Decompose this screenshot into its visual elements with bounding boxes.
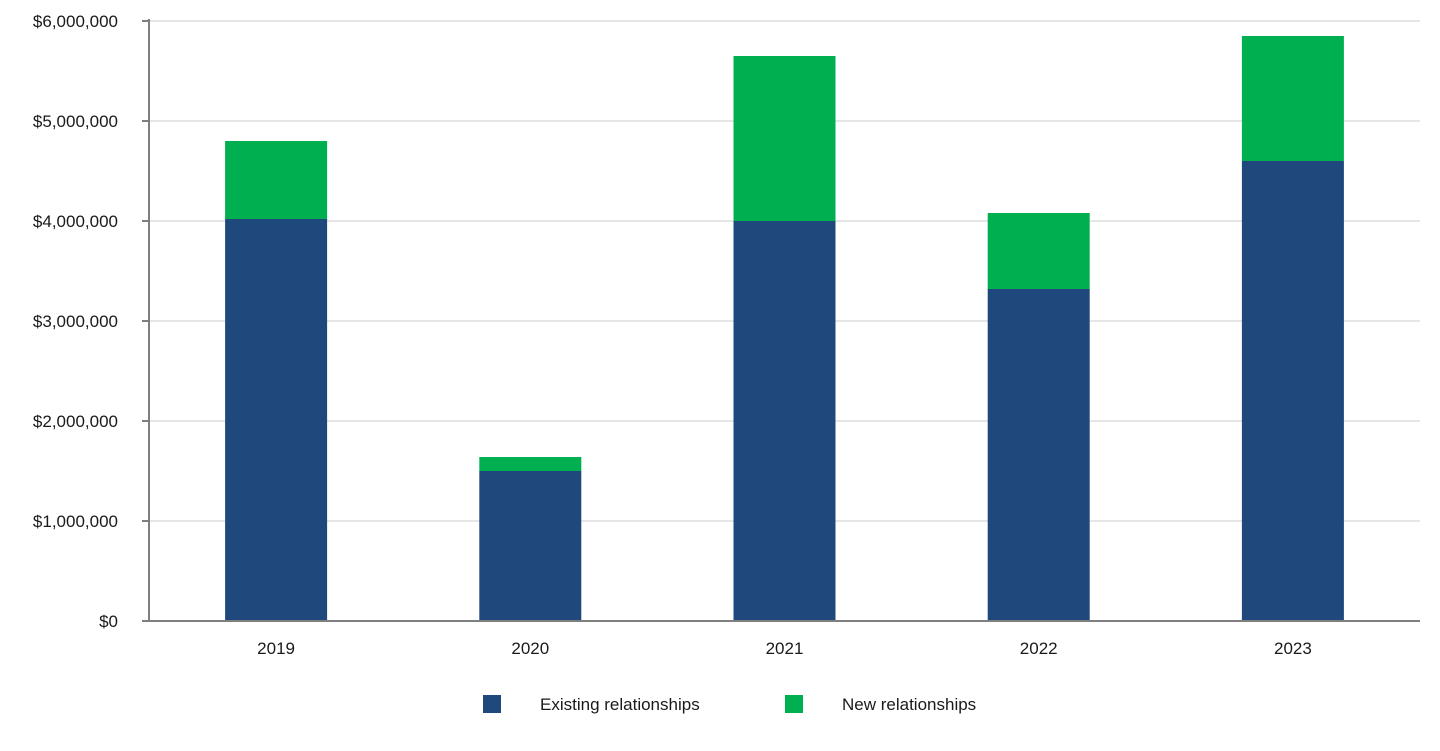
legend-swatch xyxy=(483,695,501,713)
legend-label: New relationships xyxy=(842,695,976,714)
x-tick-labels: 2019 2020 2021 2022 2023 xyxy=(257,639,1312,658)
bar-segment xyxy=(987,213,1090,289)
y-tick-label: $2,000,000 xyxy=(33,412,118,431)
legend-label: Existing relationships xyxy=(540,695,700,714)
bar-segment xyxy=(479,471,582,621)
x-tick-label: 2019 xyxy=(257,639,295,658)
bar-segment xyxy=(1241,36,1344,161)
x-tick-label: 2022 xyxy=(1020,639,1058,658)
y-tick-label: $6,000,000 xyxy=(33,12,118,31)
bar-segment xyxy=(225,141,328,219)
bar-segment xyxy=(733,56,836,221)
bar-segment xyxy=(733,221,836,621)
bar-segment xyxy=(1241,161,1344,621)
x-tick-label: 2021 xyxy=(766,639,804,658)
y-tick-label: $1,000,000 xyxy=(33,512,118,531)
x-tick-label: 2020 xyxy=(511,639,549,658)
y-tick-label: $5,000,000 xyxy=(33,112,118,131)
y-tick-label: $4,000,000 xyxy=(33,212,118,231)
y-tick-label: $0 xyxy=(99,612,118,631)
y-tick-labels: $0 $1,000,000 $2,000,000 $3,000,000 $4,000,0… xyxy=(33,12,118,631)
legend-swatch xyxy=(785,695,803,713)
bar-segment xyxy=(479,457,582,471)
axes xyxy=(142,19,1420,622)
legend: Existing relationships New relationships xyxy=(483,695,976,714)
y-tick-label: $3,000,000 xyxy=(33,312,118,331)
x-tick-label: 2023 xyxy=(1274,639,1312,658)
bar-segment xyxy=(225,219,328,621)
bars xyxy=(225,36,1344,621)
bar-segment xyxy=(987,289,1090,621)
